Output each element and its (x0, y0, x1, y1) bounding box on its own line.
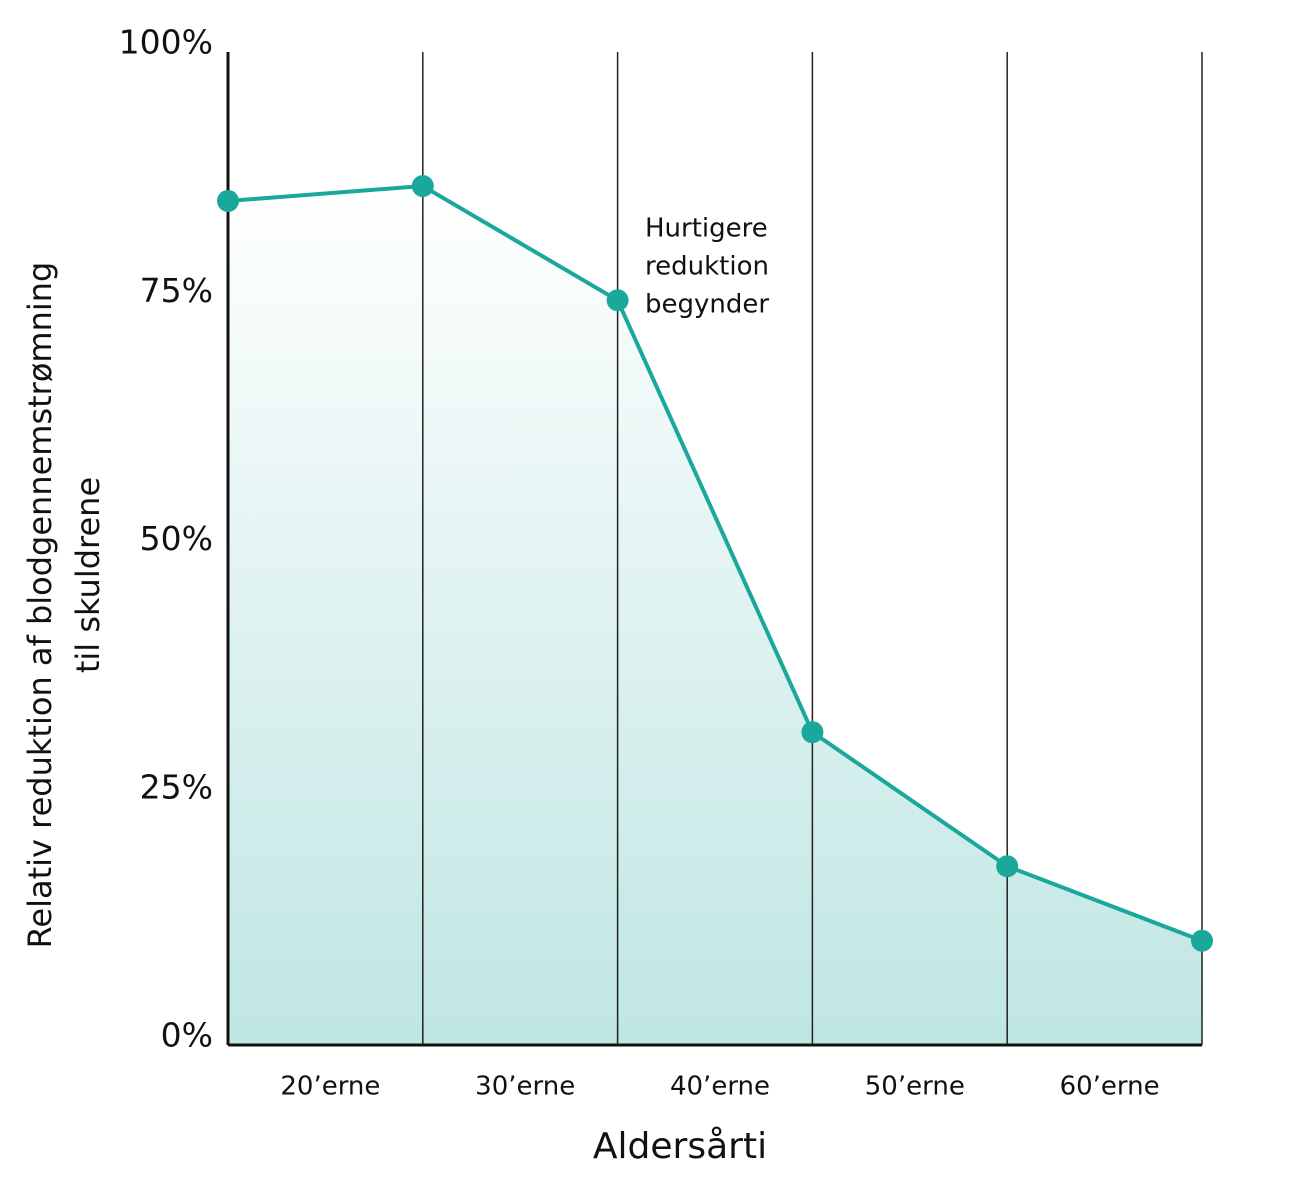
x-axis-title: Aldersårti (593, 1126, 767, 1167)
point (801, 721, 824, 744)
x-tick-label: 50’erne (865, 1072, 965, 1102)
annotation: Hurtigere (645, 214, 768, 244)
area (228, 186, 1202, 1045)
point (606, 289, 629, 312)
x-tick-label: 60’erne (1060, 1072, 1160, 1102)
annotation: begynder (645, 290, 769, 320)
x-tick-label: 20’erne (280, 1072, 380, 1102)
point (1191, 929, 1213, 952)
y-tick-label: 75% (140, 271, 213, 310)
y-tick-label: 100% (119, 23, 213, 62)
line (227, 184, 1203, 943)
y-axis-title: Relativ reduktion af blodgennemstrømning (21, 262, 59, 949)
point (996, 855, 1019, 878)
y-axis-title: til skuldrene (69, 477, 107, 673)
y-tick-label: 25% (140, 767, 213, 806)
y-tick-label: 0% (161, 1016, 213, 1055)
y-tick-label: 50% (140, 519, 213, 558)
x-tick-label: 40’erne (670, 1072, 770, 1102)
annotation: reduktion (645, 252, 769, 282)
point (217, 189, 239, 212)
x-tick-label: 30’erne (475, 1072, 575, 1102)
point (411, 175, 434, 198)
